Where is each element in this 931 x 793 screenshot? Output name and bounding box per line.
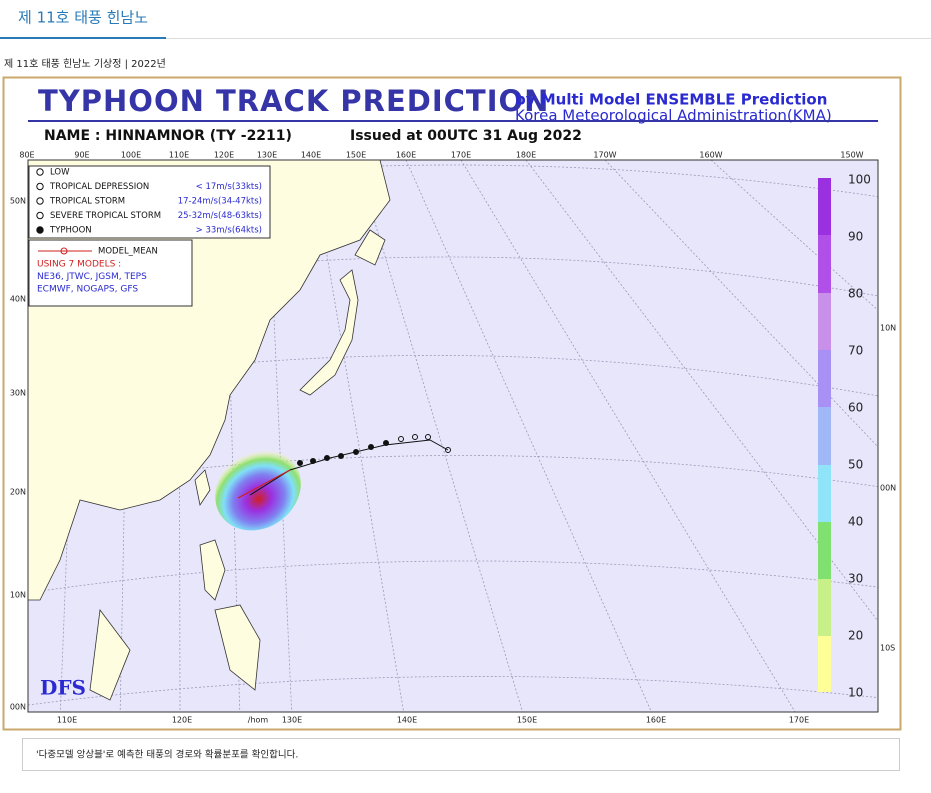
colorbar-label: 50 — [848, 458, 863, 472]
lon-label: 160W — [699, 151, 722, 160]
colorbar-label: 90 — [848, 230, 863, 244]
lon-label: 80E — [19, 151, 34, 160]
lat-label: 10N — [880, 324, 896, 333]
legend-symbol — [36, 197, 44, 205]
colorbar — [818, 178, 831, 692]
map-title: TYPHOON TRACK PREDICTION — [38, 84, 549, 118]
map — [28, 160, 878, 712]
colorbar-label: 10 — [848, 686, 863, 700]
legend-label: TROPICAL DEPRESSION — [49, 182, 149, 192]
lon-label: 90E — [74, 151, 89, 160]
lon-label: /hom — [248, 716, 269, 725]
page-title: 제 11호 태풍 힌남노 — [18, 9, 148, 27]
storm-name: NAME : HINNAMNOR (TY -2211) — [44, 128, 292, 144]
lon-label: 160E — [396, 151, 416, 160]
lon-label: 130E — [282, 716, 302, 725]
colorbar-label: 20 — [848, 629, 863, 643]
model-marker — [60, 247, 68, 255]
legend-speed: < 17m/s(33kts) — [196, 182, 262, 192]
lon-label: 170E — [451, 151, 471, 160]
lon-label: 170W — [593, 151, 616, 160]
lat-label: 30N — [10, 389, 26, 398]
legend-speed: 25-32m/s(48-63kts) — [178, 211, 262, 221]
colorbar-label: 30 — [848, 572, 863, 586]
lon-label: 120E — [214, 151, 234, 160]
model-mean: MODEL_MEAN — [98, 247, 158, 257]
model-text: USING 7 MODELS : — [37, 260, 121, 270]
lat-label: 50N — [10, 197, 26, 206]
lon-label: 140E — [301, 151, 321, 160]
colorbar-label: 40 — [848, 515, 863, 529]
legend-label: SEVERE TROPICAL STORM — [50, 211, 161, 221]
colorbar-label: 60 — [848, 401, 863, 415]
note: '다중모델 앙상블'로 예측한 태풍의 경로와 확률분포를 확인합니다. — [36, 749, 298, 761]
lon-label: 130E — [257, 151, 277, 160]
logo: DFS — [40, 676, 86, 700]
colorbar-label: 80 — [848, 287, 863, 301]
map-border — [27, 159, 879, 713]
lat-label: 20N — [10, 488, 26, 497]
lat-label: 00N — [880, 484, 896, 493]
legend-label: TYPHOON — [49, 226, 92, 236]
lon-label: 150W — [840, 151, 863, 160]
lat-label: 10N — [10, 591, 26, 600]
lon-label: 160E — [646, 716, 666, 725]
legend-box — [28, 165, 271, 239]
legend-speed: 17-24m/s(34-47kts) — [178, 197, 262, 207]
legend-symbol — [36, 211, 44, 220]
colorbar-label: 100 — [848, 173, 871, 187]
lon-label: 100E — [121, 151, 141, 160]
lon-label: 180E — [516, 151, 536, 160]
model-text: ECMWF, NOGAPS, GFS — [37, 285, 138, 295]
colorbar-label: 70 — [848, 344, 863, 358]
legend-label: TROPICAL STORM — [49, 197, 125, 207]
lat-label: 40N — [10, 295, 26, 304]
note-box — [22, 738, 900, 771]
legend-label: LOW — [50, 168, 70, 178]
lon-label: 110E — [169, 151, 189, 160]
issued: Issued at 00UTC 31 Aug 2022 — [350, 128, 582, 144]
lon-label: 150E — [346, 151, 366, 160]
lon-label: 140E — [397, 716, 417, 725]
legend-speed: > 33m/s(64kts) — [196, 226, 262, 236]
lon-label: 110E — [57, 716, 77, 725]
legend-symbol — [36, 168, 44, 176]
lon-label: 170E — [789, 716, 809, 725]
legend-symbol — [36, 182, 44, 191]
caption: 제 11호 태풍 힌남노 기상정 | 2022년 — [4, 58, 166, 70]
model-text: NE36, JTWC, JGSM, TEPS — [37, 272, 147, 282]
lat-label: 00N — [10, 703, 26, 712]
map-subtitle: by Multi Model ENSEMBLE Prediction — [515, 91, 827, 109]
lon-label: 120E — [172, 716, 192, 725]
lat-label: 10S — [880, 644, 895, 653]
legend-symbol — [36, 226, 44, 234]
lon-label: 150E — [517, 716, 537, 725]
